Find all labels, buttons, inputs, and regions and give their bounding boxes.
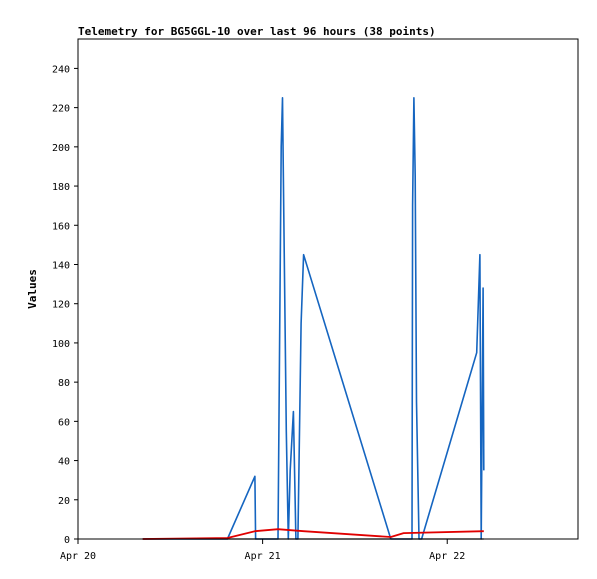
y-tick-label: 180: [52, 182, 70, 193]
chart-title: Telemetry for BG5GGL-10 over last 96 hou…: [78, 25, 436, 38]
plot-frame: [77, 38, 579, 540]
series-line-1: [142, 97, 485, 540]
x-axis-ticks: Apr 20 Apr 21 Apr 22: [60, 539, 465, 562]
y-tick-label: 240: [52, 64, 70, 75]
y-tick-label: 0: [64, 535, 70, 546]
y-axis-label: Values: [26, 269, 39, 309]
y-tick-label: 220: [52, 104, 70, 115]
y-tick-label: 200: [52, 143, 70, 154]
x-tick-label: Apr 20: [60, 551, 96, 562]
y-tick-label: 100: [52, 339, 70, 350]
y-tick-label: 120: [52, 300, 70, 311]
plot-series: [142, 97, 485, 540]
series-line-3: [142, 528, 484, 540]
y-tick-label: 40: [58, 457, 70, 468]
y-tick-label: 80: [58, 378, 70, 389]
y-tick-label: 140: [52, 260, 70, 271]
y-axis-ticks: 0 20 40 60 80 100 120 140 160 180 200 220 240: [52, 64, 78, 546]
y-tick-label: 20: [58, 496, 70, 507]
y-tick-label: 160: [52, 221, 70, 232]
x-tick-label: Apr 21: [245, 551, 281, 562]
x-tick-label: Apr 22: [429, 551, 465, 562]
y-tick-label: 60: [58, 417, 70, 428]
